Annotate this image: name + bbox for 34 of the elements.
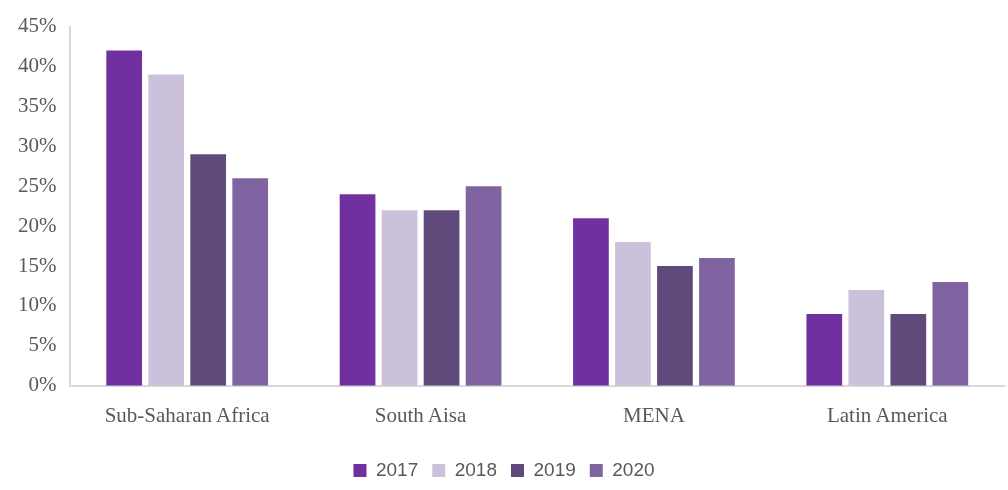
- y-tick-label: 25%: [17, 172, 57, 197]
- bar: [232, 178, 269, 386]
- y-tick-label: 20%: [17, 212, 57, 237]
- bar: [573, 218, 609, 386]
- bar: [657, 266, 693, 386]
- bar: [190, 154, 227, 386]
- x-tick-label: Latin America: [826, 402, 949, 427]
- y-tick-label: 35%: [17, 92, 57, 117]
- y-tick-label: 15%: [17, 252, 57, 277]
- legend-label: 2020: [612, 458, 655, 480]
- bar: [932, 282, 969, 386]
- bar: [806, 313, 843, 386]
- x-tick-label: MENA: [623, 402, 686, 427]
- y-tick-label: 0%: [28, 372, 57, 397]
- x-tick-label: South Aisa: [374, 402, 468, 427]
- bar: [615, 242, 651, 386]
- bar: [106, 50, 143, 386]
- bar: [890, 313, 927, 386]
- bar: [699, 258, 735, 386]
- legend-label: 2017: [375, 458, 419, 480]
- bar: [381, 210, 418, 386]
- legend-label: 2019: [533, 458, 576, 480]
- bar: [148, 74, 185, 386]
- y-tick-label: 45%: [17, 13, 57, 38]
- y-tick-label: 40%: [17, 53, 57, 78]
- bar: [848, 290, 885, 386]
- bar: [339, 194, 376, 386]
- bar: [423, 210, 460, 386]
- bar: [465, 186, 502, 386]
- legend-label: 2018: [454, 458, 498, 480]
- x-tick-label: Sub-Saharan Africa: [104, 402, 271, 427]
- y-tick-label: 10%: [17, 292, 57, 317]
- y-tick-label: 5%: [28, 332, 57, 357]
- y-tick-label: 30%: [17, 132, 57, 157]
